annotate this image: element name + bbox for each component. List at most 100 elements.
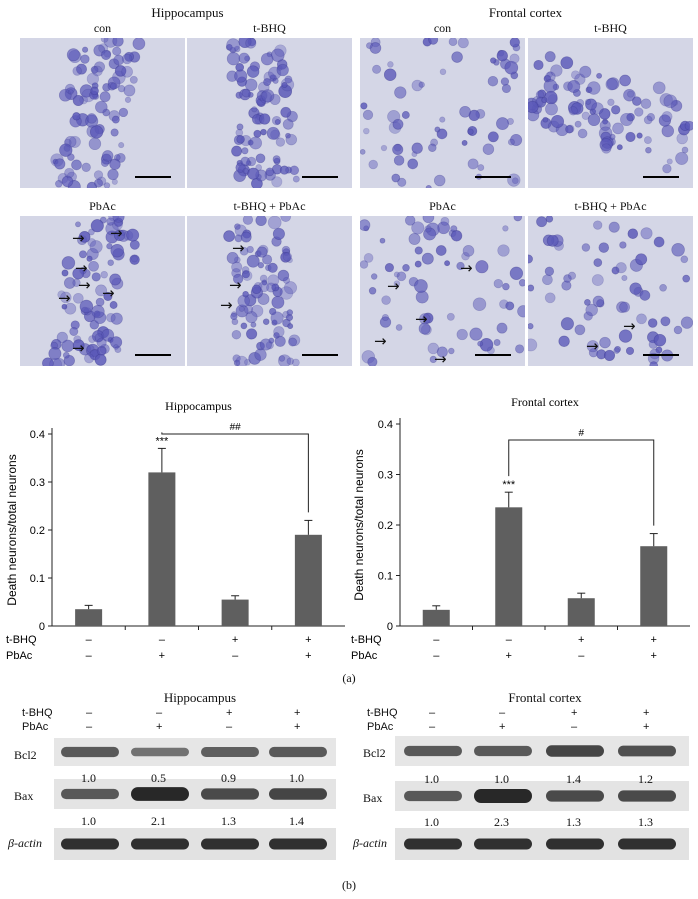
micrograph-hc-tbhq [187,38,352,188]
bax-density: 1.0 [424,815,439,829]
bax-density: 1.4 [289,814,304,828]
bax-density: 2.1 [151,814,166,828]
arrow-icon: → [72,339,85,357]
hippocampus-micrograph-title: Hippocampus [151,5,224,20]
micro-label-fc-tbhq: t-BHQ [594,21,627,35]
arrow-icon: → [586,337,599,355]
y-tick-label: 0.2 [30,525,45,537]
blot-band [131,838,189,850]
blot-bcl2-label: Bcl2 [363,746,386,760]
bax-density: 1.3 [638,815,653,829]
bracket-label: ## [230,422,242,433]
blot-actin-label: β-actin [353,836,387,850]
y-tick-label: 0.4 [30,429,45,441]
micrograph-image [187,216,352,366]
scale-bar [135,354,171,356]
arrow-icon: → [78,276,91,294]
hippocampus-bar-chart: Hippocampus Death neurons/total neurons 0 0… [5,399,345,662]
tbhq-row-label: t-BHQ [351,634,382,646]
blot-band [474,789,532,803]
blot-band [269,788,327,800]
blot-band [131,747,189,757]
blot-actin-label: β-actin [8,836,42,850]
y-tick-label: 0.1 [30,573,45,585]
blot-band [618,838,676,850]
blot-band [404,838,462,850]
arrow-icon: → [387,277,400,295]
tbhq-sign: – [433,634,440,646]
arrow-icon: → [102,284,115,302]
bar [422,609,450,626]
scale-bar [643,176,679,178]
bax-density: 1.0 [81,814,96,828]
micro-label-fc-con: con [433,21,452,35]
arrow-icon: → [75,259,88,277]
significance-label: *** [155,435,169,447]
micro-label-hc-tbhq-pbac: t-BHQ + PbAc [233,199,306,213]
blot-title: Frontal cortex [508,690,582,705]
blot-image [54,738,336,860]
scale-bar [475,176,511,178]
blot-tbhq-label: t-BHQ [367,707,398,719]
scale-bar [135,176,171,178]
bar [294,534,322,626]
blot-band [474,838,532,850]
panel-b-label: (b) [342,878,356,892]
arrow-icon: → [434,350,447,367]
blot-band [404,790,462,802]
blot-band [546,745,604,757]
arrow-icon: → [110,224,123,242]
micro-label-hc-tbhq: t-BHQ [253,21,286,35]
bcl2-density: 0.9 [221,771,236,785]
blot-tbhq-sign: + [226,707,233,719]
micrograph-image [528,216,693,366]
bax-density: 2.3 [494,815,509,829]
blot-pbac-sign: – [86,721,93,733]
blot-pbac-sign: + [156,721,163,733]
arrow-icon: → [72,229,85,247]
scale-bar [475,354,511,356]
pbac-sign: – [232,650,239,662]
micrograph-image [360,38,525,188]
tbhq-sign: + [578,634,584,646]
blot-band [61,788,119,800]
y-tick-label: 0.3 [378,470,393,482]
chart-title: Hippocampus [165,399,232,413]
micrograph-fc-tbhq-pbac: → → [528,216,693,366]
blot-pbac-sign: + [643,721,650,733]
scale-bar [302,176,338,178]
micrograph-hc-con [20,38,185,188]
blot-pbac-sign: – [571,721,578,733]
arrow-icon: → [415,310,428,328]
blot-bax-label: Bax [14,789,34,803]
blot-band [404,745,462,757]
bax-density: 1.3 [221,814,236,828]
blot-tbhq-sign: + [294,707,301,719]
pbac-sign: – [433,650,440,662]
micrograph-image [187,38,352,188]
hippocampus-blot-panel: Hippocampus t-BHQ PbAc Bcl2 Bax β-actin … [0,690,345,870]
bax-density: 1.3 [566,815,581,829]
pbac-sign: + [651,650,657,662]
micrograph-image [360,216,525,366]
arrow-icon: → [229,276,242,294]
bar [221,599,249,626]
micrograph-image [20,38,185,188]
bcl2-density: 1.2 [638,772,653,786]
frontal-bar-chart: Frontal cortex Death neurons/total neuron… [351,395,690,662]
panel-a-label: (a) [342,671,356,685]
significance-label: *** [502,479,516,491]
blot-pbac-label: PbAc [367,721,394,733]
blot-tbhq-sign: – [86,707,93,719]
arrow-icon: → [374,332,387,350]
blot-band [474,745,532,757]
micro-label-hc-pbac: PbAc [89,199,116,213]
pbac-sign: – [86,650,93,662]
blot-band [201,747,259,757]
micro-label-hc-con: con [93,21,112,35]
pbac-sign: + [305,650,311,662]
y-tick-label: 0.4 [378,419,393,431]
blot-tbhq-sign: – [156,707,163,719]
blot-bax-label: Bax [363,791,383,805]
frontal-micrograph-title: Frontal cortex [488,5,563,20]
